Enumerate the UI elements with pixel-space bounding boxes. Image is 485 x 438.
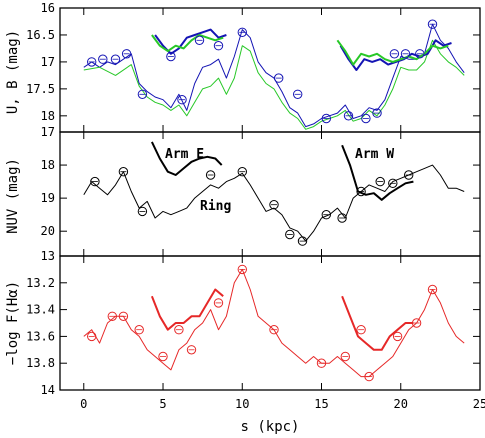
marker-2-9 — [269, 325, 279, 335]
marker-1-7 — [297, 236, 308, 246]
marker-2-4 — [158, 351, 168, 362]
panel-middle: 17 18 19 20 — [41, 125, 481, 257]
ytick-label-2-0: 13 — [41, 249, 55, 263]
annotation-arm-e: Arm E — [165, 147, 204, 162]
marker-2-8 — [237, 264, 248, 275]
marker-1-5 — [269, 200, 279, 210]
marker-0-0 — [87, 57, 97, 67]
ytick-label-0-2: 17 — [41, 55, 55, 69]
marker-1-13 — [404, 170, 414, 180]
marker-0-6 — [177, 95, 187, 105]
xtick-label-3: 15 — [314, 397, 328, 411]
marker-2-7 — [213, 298, 224, 308]
series-line-0-4 — [339, 39, 452, 71]
ytick-label-0-3: 17.5 — [26, 82, 55, 96]
marker-0-8 — [213, 41, 224, 51]
xtick-label-1: 5 — [159, 397, 166, 411]
marker-0-19 — [427, 19, 438, 29]
marker-0-1 — [98, 54, 108, 64]
marker-0-2 — [110, 54, 121, 64]
marker-2-13 — [364, 371, 374, 382]
marker-1-11 — [375, 176, 385, 187]
ytick-label-2-2: 13.4 — [26, 303, 55, 317]
marker-2-14 — [392, 331, 403, 342]
ytick-label-0-0: 16 — [41, 1, 55, 15]
marker-1-6 — [285, 229, 295, 240]
marker-0-11 — [293, 89, 303, 100]
series-line-0-1 — [83, 39, 465, 130]
marker-0-12 — [321, 113, 331, 124]
marker-2-10 — [316, 358, 327, 368]
marker-1-1 — [118, 167, 129, 177]
ytick-label-1-3: 20 — [41, 224, 55, 238]
marker-0-18 — [415, 49, 425, 59]
ytick-label-2-5: 14 — [41, 383, 55, 397]
panel-top: 16 16.5 17 17.5 18 — [26, 1, 481, 133]
panel-middle-frame — [59, 131, 481, 257]
ytick-label-2-4: 13.8 — [26, 356, 55, 370]
marker-0-4 — [137, 89, 148, 100]
marker-2-6 — [186, 345, 197, 355]
xtick-label-2: 10 — [235, 397, 249, 411]
xtick-label-5: 25 — [473, 397, 485, 411]
ytick-label-2-1: 13.2 — [26, 276, 55, 290]
ylabel-top: U, B (mag) — [5, 30, 21, 114]
xtick-label-4: 20 — [394, 397, 408, 411]
ytick-label-1-0: 17 — [41, 125, 55, 139]
marker-0-13 — [343, 111, 354, 121]
marker-1-10 — [356, 186, 366, 197]
panel-bottom: 13 13.2 13.4 13.6 13.8 14 — [26, 249, 481, 397]
marker-2-3 — [134, 325, 144, 335]
marker-2-5 — [174, 325, 184, 335]
marker-0-14 — [361, 113, 371, 124]
marker-2-1 — [107, 311, 118, 321]
series-line-2-1 — [150, 288, 224, 331]
xlabel: s (kpc) — [240, 419, 299, 435]
ylabel-middle: NUV (mag) — [5, 158, 21, 234]
marker-0-7 — [194, 35, 205, 45]
ytick-label-1-1: 18 — [41, 158, 55, 172]
series-line-2-2 — [341, 295, 414, 351]
marker-2-12 — [356, 325, 366, 335]
ytick-label-1-2: 19 — [41, 191, 55, 205]
ytick-label-2-3: 13.6 — [26, 329, 55, 343]
marker-0-9 — [237, 27, 248, 37]
marker-2-2 — [118, 311, 129, 321]
series-line-1-0 — [83, 164, 465, 242]
marker-2-0 — [87, 331, 97, 342]
marker-1-4 — [237, 167, 248, 177]
ylabel-bottom: −log F(Hα) — [5, 281, 21, 365]
series-line-1-1 — [150, 141, 223, 176]
marker-2-16 — [427, 284, 438, 295]
series-line-0-0 — [83, 23, 465, 128]
marker-1-12 — [388, 178, 398, 189]
marker-0-17 — [400, 49, 411, 59]
marker-1-2 — [137, 206, 148, 217]
marker-0-3 — [121, 49, 132, 59]
xtick-label-0: 0 — [80, 397, 87, 411]
marker-1-0 — [90, 176, 100, 187]
marker-1-3 — [205, 170, 216, 180]
marker-0-10 — [274, 73, 284, 83]
marker-0-15 — [372, 108, 382, 118]
marker-0-5 — [166, 51, 176, 62]
marker-0-16 — [389, 49, 400, 59]
marker-2-15 — [411, 318, 422, 328]
series-line-0-5 — [336, 39, 449, 66]
marker-2-11 — [340, 351, 350, 362]
marker-1-9 — [337, 213, 347, 223]
series-line-0-3 — [151, 34, 224, 53]
annotation-ring: Ring — [200, 199, 231, 214]
marker-1-8 — [321, 210, 331, 220]
ytick-label-0-1: 16.5 — [26, 28, 55, 42]
panel-bottom-frame — [59, 255, 481, 391]
annotation-arm-w: Arm W — [355, 147, 394, 162]
ytick-label-0-4: 18 — [41, 109, 55, 123]
series-line-1-2 — [341, 144, 414, 201]
